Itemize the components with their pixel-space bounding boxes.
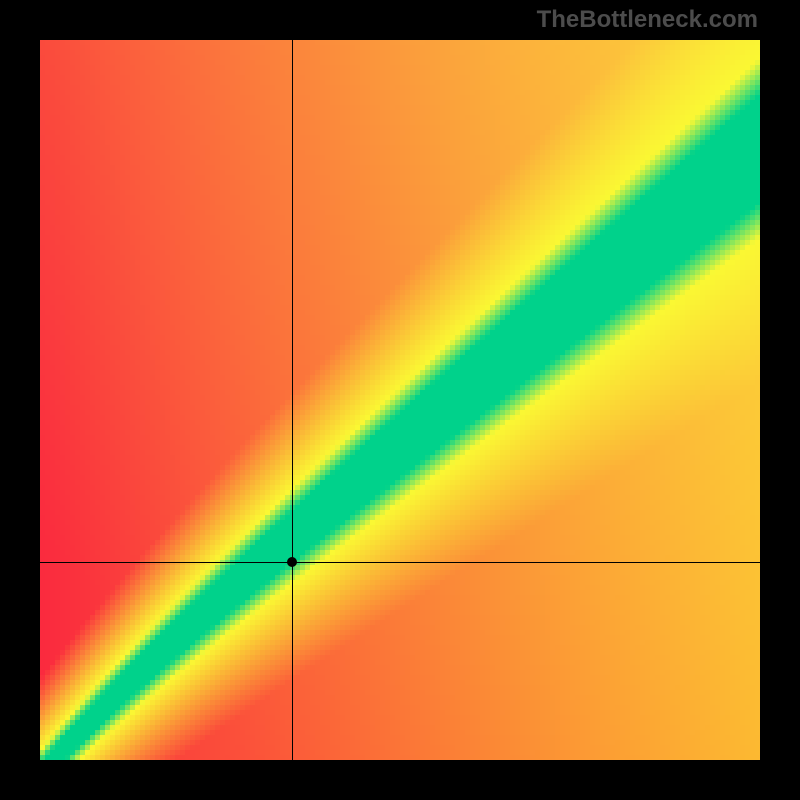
crosshair-vertical [292, 40, 293, 760]
crosshair-horizontal [40, 562, 760, 563]
crosshair-point [287, 557, 297, 567]
heatmap-plot [40, 40, 760, 760]
chart-container: TheBottleneck.com [0, 0, 800, 800]
watermark-text: TheBottleneck.com [537, 6, 758, 34]
heatmap-canvas [40, 40, 760, 760]
